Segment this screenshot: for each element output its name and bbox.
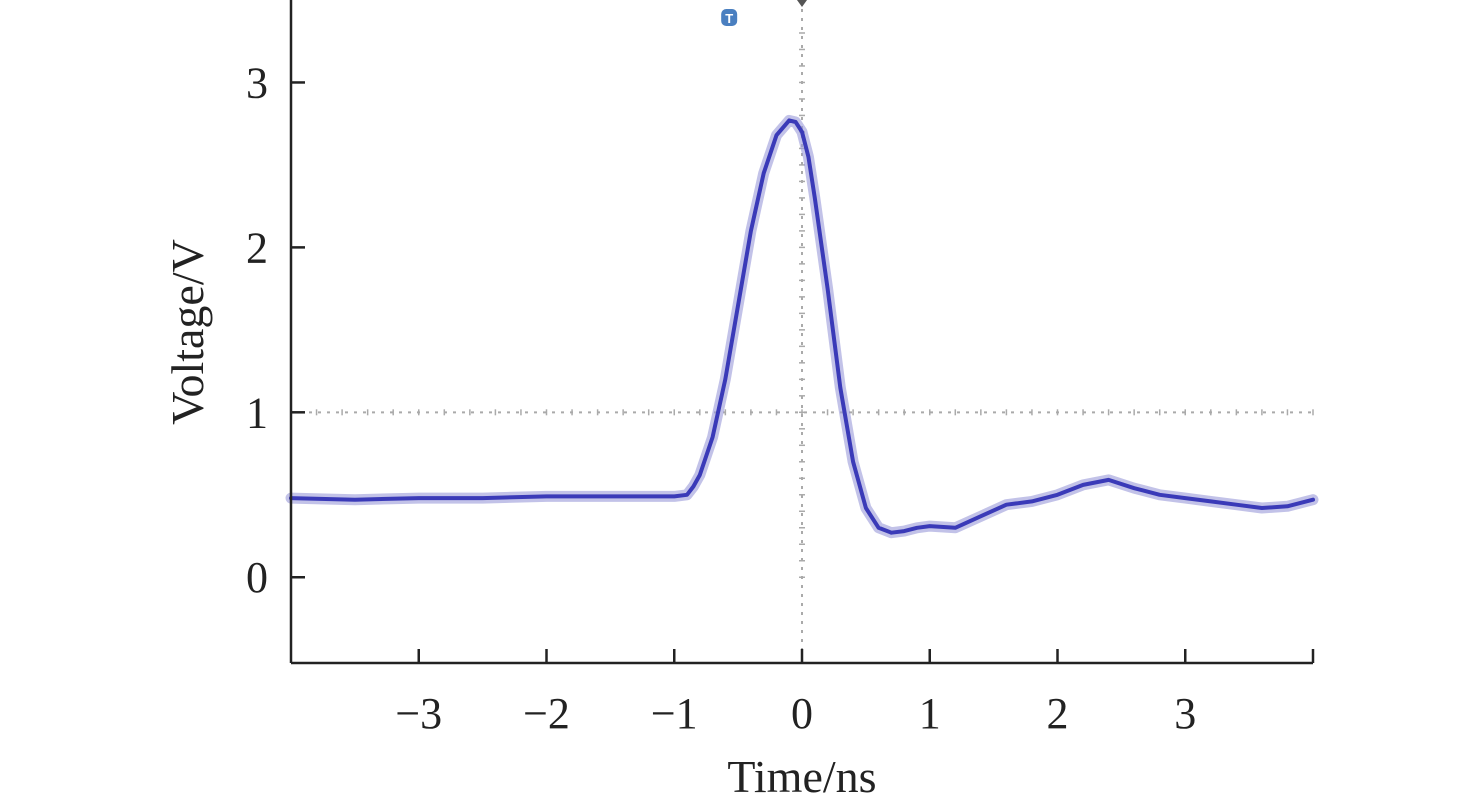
y-axis-title: Voltage/V [162, 239, 213, 425]
grid [290, 0, 1314, 663]
x-tick-label: −1 [651, 689, 698, 738]
trigger-marker-badge [721, 9, 738, 26]
y-tick-label: 3 [246, 58, 268, 107]
x-tick-label: −2 [523, 689, 570, 738]
ticks: −3 −2 −1 0 1 2 3 0 1 2 3 [246, 58, 1196, 738]
y-tick-label: 0 [246, 553, 268, 602]
y-tick-label: 1 [246, 388, 268, 437]
x-tick-label: 0 [791, 689, 813, 738]
x-axis-title: Time/ns [727, 751, 876, 802]
x-tick-label: 3 [1174, 689, 1196, 738]
y-tick-label: 2 [246, 223, 268, 272]
trigger-marker: T [721, 0, 807, 26]
x-tick-label: −3 [395, 689, 442, 738]
trigger-marker-label: T [725, 11, 733, 26]
series-line-0 [289, 118, 1315, 535]
x-tick-label: 1 [919, 689, 941, 738]
x-tick-label: 2 [1047, 689, 1069, 738]
trace-layer [285, 114, 1319, 539]
center-marker [797, 0, 807, 7]
